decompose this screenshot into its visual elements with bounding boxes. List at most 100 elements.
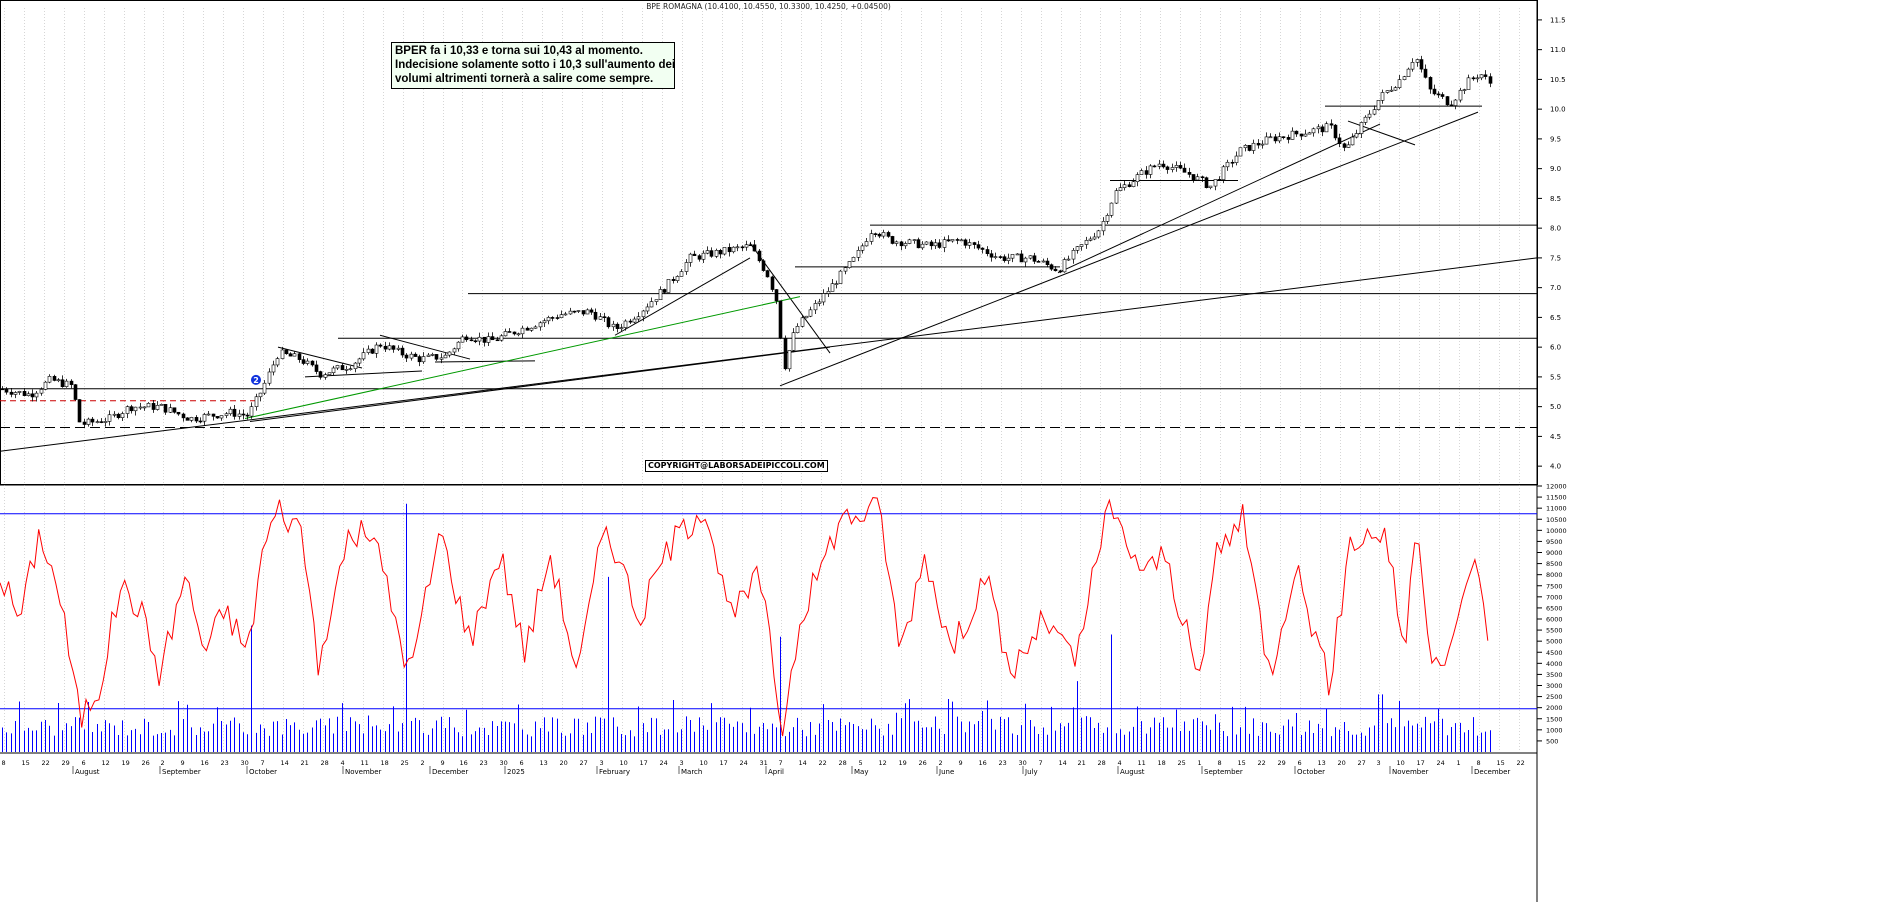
candle-body — [370, 348, 375, 354]
candle-body — [525, 327, 530, 331]
x-tick-label: 14 — [1059, 759, 1067, 767]
candle-body — [1453, 99, 1458, 106]
candle-body — [989, 253, 994, 258]
osc-y-tick-label: 10000 — [1546, 527, 1567, 535]
candle-body — [477, 336, 482, 342]
x-tick-label: 24 — [660, 759, 668, 767]
candle-body — [619, 327, 624, 329]
candle-body — [529, 327, 534, 331]
candle-body — [1148, 165, 1153, 175]
x-tick-label: 27 — [580, 759, 588, 767]
candle-body — [942, 239, 947, 248]
candle-body — [1428, 77, 1433, 90]
candle-body — [129, 406, 134, 412]
price-y-tick-label: 8.5 — [1550, 195, 1561, 203]
x-tick-label: 17 — [640, 759, 648, 767]
candle-body — [1311, 128, 1316, 134]
candle-body — [774, 289, 779, 302]
x-month-label: July — [1024, 768, 1038, 776]
candle-body — [327, 372, 332, 375]
candle-body — [912, 239, 917, 241]
x-tick-label: 19 — [899, 759, 907, 767]
trendline — [379, 334, 471, 360]
candle-body — [1165, 166, 1170, 170]
x-tick-label: 31 — [760, 759, 768, 767]
candle-body — [1440, 94, 1445, 97]
osc-y-tick-label: 3000 — [1546, 682, 1563, 690]
candle-body — [967, 242, 972, 246]
candle-body — [924, 241, 929, 245]
candle-body — [194, 417, 199, 422]
candle-body — [692, 253, 697, 256]
x-tick-label: 16 — [460, 759, 468, 767]
candle-body — [869, 233, 874, 242]
candle-body — [490, 336, 495, 341]
osc-y-tick-label: 7000 — [1546, 593, 1563, 601]
x-month-label: June — [938, 768, 954, 776]
candle-body — [1359, 122, 1364, 134]
x-month-label: March — [681, 768, 702, 776]
candle-body — [206, 413, 211, 416]
candle-body — [714, 250, 719, 257]
candle-body — [1131, 181, 1136, 187]
x-tick-label: 14 — [799, 759, 807, 767]
candle-body — [1243, 144, 1248, 149]
candle-body — [64, 380, 69, 387]
trendline — [1057, 123, 1381, 274]
candle-body — [744, 244, 749, 248]
candle-body — [791, 332, 796, 351]
candle-body — [770, 276, 775, 290]
candle-body — [185, 417, 190, 421]
osc-y-tick-label: 11000 — [1546, 505, 1567, 513]
x-month-label: September — [162, 768, 201, 776]
candle-body — [56, 379, 61, 382]
candle-body — [920, 243, 925, 249]
candle-body — [563, 313, 568, 316]
x-tick-label: 15 — [1497, 759, 1505, 767]
x-month-label: December — [1474, 768, 1510, 776]
candle-body — [1204, 177, 1209, 188]
candle-body — [176, 411, 181, 415]
candle-body — [1290, 130, 1295, 140]
candle-body — [245, 414, 250, 417]
candle-body — [1071, 249, 1076, 260]
candle-body — [1122, 184, 1127, 188]
x-tick-label: 21 — [1078, 759, 1086, 767]
candle-body — [877, 233, 882, 237]
candle-body — [1333, 124, 1338, 139]
candle-body — [903, 243, 908, 247]
candle-body — [30, 393, 35, 398]
candle-body — [249, 406, 254, 417]
x-tick-label: 20 — [1338, 759, 1346, 767]
candle-body — [409, 353, 414, 359]
x-tick-label: 6 — [1298, 759, 1302, 767]
candle-body — [1118, 187, 1123, 191]
osc-y-tick-label: 500 — [1546, 737, 1558, 745]
candle-body — [602, 316, 607, 319]
candle-body — [705, 250, 710, 254]
price-y-tick-label: 11.0 — [1550, 46, 1566, 54]
candle-body — [163, 404, 168, 413]
candle-body — [847, 261, 852, 268]
trendline — [249, 346, 831, 423]
x-tick-label: 12 — [879, 759, 887, 767]
osc-y-tick-label: 3500 — [1546, 671, 1563, 679]
candle-body — [937, 242, 942, 248]
candle-body — [993, 256, 998, 258]
candle-body — [1088, 238, 1093, 241]
x-tick-label: 5 — [859, 759, 863, 767]
candle-body — [473, 340, 478, 343]
candle-body — [237, 413, 242, 417]
candle-body — [1471, 77, 1476, 80]
candle-body — [4, 388, 9, 393]
candle-body — [1264, 136, 1269, 145]
candle-body — [353, 362, 358, 370]
candle-body — [628, 320, 633, 323]
candle-body — [1247, 144, 1252, 151]
x-tick-label: 3 — [600, 759, 604, 767]
candle-body — [1191, 174, 1196, 181]
candle-body — [585, 309, 590, 315]
price-y-tick-label: 6.5 — [1550, 314, 1561, 322]
candle-body — [864, 241, 869, 247]
candle-body — [138, 406, 143, 409]
